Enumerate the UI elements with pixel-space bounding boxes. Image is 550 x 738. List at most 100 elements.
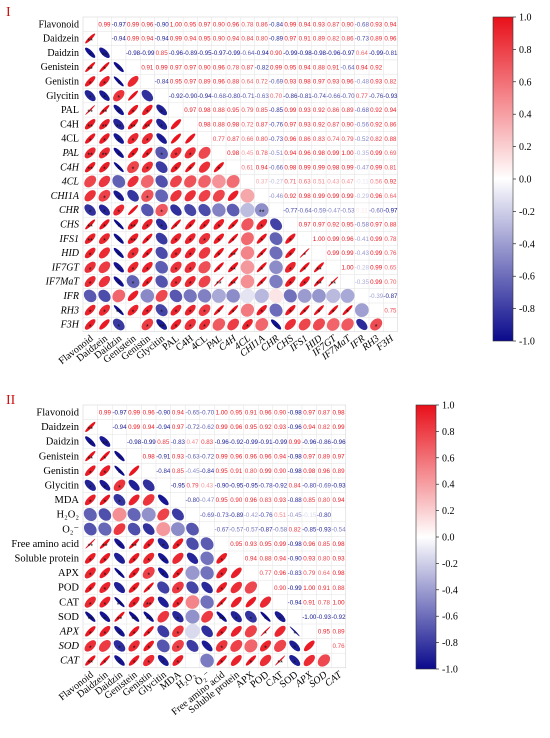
correlation-ellipse: [198, 318, 211, 331]
correlation-value: 0.76: [384, 250, 397, 257]
significance-mark: **: [87, 238, 93, 245]
significance-mark: *: [117, 238, 120, 245]
correlation-ellipse: [198, 175, 211, 188]
correlation-ellipse: [270, 218, 283, 231]
correlation-ellipse: [85, 47, 96, 58]
correlation-value: 0.97: [284, 36, 297, 43]
correlation-value: -0.89: [269, 36, 284, 43]
significance-mark: *: [220, 631, 223, 638]
correlation-ellipse: [127, 161, 140, 174]
correlation-ellipse: [155, 175, 168, 188]
correlation-value: -0.98: [127, 439, 142, 446]
significance-mark: *: [346, 310, 349, 317]
correlation-ellipse: [198, 247, 211, 259]
correlation-value: 0.91: [245, 410, 258, 417]
correlation-value: 0.95: [199, 36, 212, 43]
correlation-value: 0.92: [313, 122, 326, 129]
correlation-ellipse: [143, 654, 155, 667]
significance-mark: *: [117, 224, 120, 231]
correlation-value: -0.67: [215, 526, 230, 533]
correlation-value: 0.83: [313, 136, 326, 143]
correlation-ellipse: [113, 162, 124, 173]
significance-mark: *: [147, 543, 150, 550]
correlation-ellipse: [226, 289, 240, 303]
correlation-value: 0.90: [199, 64, 212, 71]
correlation-value: 0.93: [172, 453, 185, 460]
correlation-ellipse: [184, 304, 196, 316]
correlation-ellipse: [84, 552, 96, 564]
correlation-ellipse: [155, 189, 169, 203]
significance-mark: *: [117, 324, 120, 331]
correlation-ellipse: [128, 655, 140, 666]
correlation-value: 1.00: [216, 410, 229, 417]
correlation-ellipse: [114, 567, 125, 578]
correlation-value: -0.90: [215, 483, 230, 490]
correlation-ellipse: [170, 175, 182, 188]
correlation-ellipse: [83, 522, 97, 536]
correlation-ellipse: [213, 262, 224, 273]
significance-mark: *: [318, 310, 321, 317]
correlation-ellipse: [240, 288, 255, 303]
correlation-value: 0.99: [270, 64, 283, 71]
correlation-value: -0.85: [302, 526, 317, 533]
correlation-value: -0.93: [383, 93, 398, 100]
correlation-value: 0.78: [384, 236, 397, 243]
correlation-value: 0.99: [259, 468, 272, 475]
significance-mark: *: [104, 616, 107, 623]
correlation-ellipse: [142, 276, 153, 287]
significance-mark: *: [189, 253, 192, 260]
significance-mark: *: [104, 631, 107, 638]
correlation-value: 0.94: [384, 21, 397, 28]
correlation-ellipse: [172, 581, 184, 594]
colorbar-tick-label: 0.0: [519, 175, 532, 186]
correlation-ellipse: [113, 305, 124, 316]
correlation-ellipse: [155, 161, 168, 174]
correlation-ellipse: [113, 190, 125, 202]
significance-mark: *: [89, 573, 92, 580]
correlation-ellipse: [142, 119, 153, 130]
correlation-ellipse: [98, 175, 111, 188]
correlation-ellipse: [85, 436, 96, 447]
significance-mark: *: [117, 138, 120, 145]
correlation-value: 0.85: [318, 541, 331, 548]
correlation-ellipse: [113, 62, 124, 73]
correlation-ellipse: [98, 147, 110, 159]
correlation-value: 0.97: [170, 64, 183, 71]
significance-mark: *: [89, 646, 92, 653]
correlation-value: -0.95: [229, 483, 244, 490]
correlation-value: 0.64: [318, 570, 331, 577]
significance-mark: **: [87, 152, 93, 159]
row-label: Free amino acid: [11, 539, 79, 550]
correlation-ellipse: [340, 288, 355, 303]
correlation-ellipse: [85, 611, 96, 622]
significance-mark: *: [293, 646, 296, 653]
correlation-value: -0.84: [269, 21, 284, 28]
correlation-ellipse: [127, 247, 139, 259]
correlation-ellipse: [184, 276, 196, 288]
correlation-value: 0.64: [384, 193, 397, 200]
correlation-value: -0.58: [355, 222, 370, 229]
significance-mark: *: [103, 81, 106, 88]
correlation-ellipse: [156, 639, 170, 653]
correlation-ellipse: [212, 203, 226, 217]
correlation-value: 0.11: [356, 207, 368, 214]
correlation-ellipse: [256, 304, 267, 316]
correlation-value: 0.71: [284, 179, 297, 186]
correlation-value: -0.43: [355, 250, 370, 257]
correlation-ellipse: [84, 247, 96, 259]
correlation-ellipse: [183, 289, 197, 303]
correlation-value: 0.43: [201, 483, 214, 490]
correlation-ellipse: [127, 75, 139, 87]
row-label: POD: [58, 583, 79, 594]
correlation-ellipse: [240, 246, 255, 260]
correlation-value: -0.94: [288, 599, 303, 606]
significance-mark: *: [147, 631, 150, 638]
significance-mark: *: [162, 543, 165, 550]
correlation-ellipse: [200, 551, 214, 565]
correlation-ellipse: [157, 538, 169, 550]
significance-mark: *: [217, 253, 220, 260]
significance-mark: *: [177, 587, 180, 594]
correlation-value: 0.95: [230, 410, 243, 417]
correlation-ellipse: [212, 174, 226, 189]
correlation-ellipse: [128, 90, 139, 101]
